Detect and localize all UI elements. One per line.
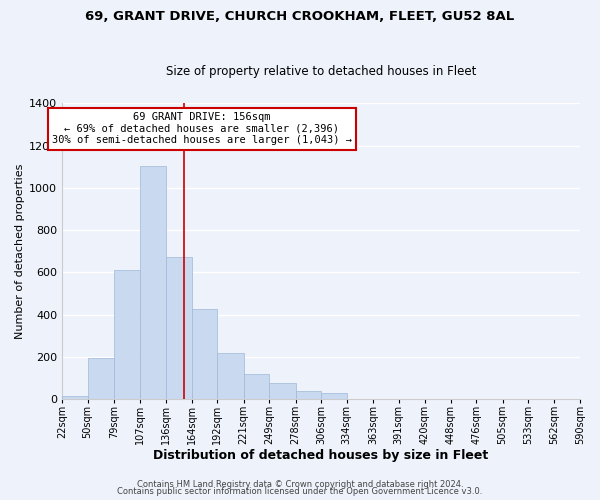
Bar bbox=[321, 393, 347, 399]
Text: 69, GRANT DRIVE, CHURCH CROOKHAM, FLEET, GU52 8AL: 69, GRANT DRIVE, CHURCH CROOKHAM, FLEET,… bbox=[85, 10, 515, 23]
Bar bbox=[191, 309, 217, 399]
Y-axis label: Number of detached properties: Number of detached properties bbox=[15, 164, 25, 339]
Text: Contains public sector information licensed under the Open Government Licence v3: Contains public sector information licen… bbox=[118, 487, 482, 496]
Bar bbox=[244, 374, 269, 399]
Bar bbox=[269, 383, 296, 399]
Bar bbox=[166, 258, 191, 399]
Bar bbox=[296, 391, 321, 399]
Bar bbox=[114, 270, 140, 399]
X-axis label: Distribution of detached houses by size in Fleet: Distribution of detached houses by size … bbox=[154, 450, 489, 462]
Bar bbox=[140, 166, 166, 399]
Title: Size of property relative to detached houses in Fleet: Size of property relative to detached ho… bbox=[166, 66, 476, 78]
Bar bbox=[88, 358, 114, 399]
Text: 69 GRANT DRIVE: 156sqm
← 69% of detached houses are smaller (2,396)
30% of semi-: 69 GRANT DRIVE: 156sqm ← 69% of detached… bbox=[52, 112, 352, 146]
Text: Contains HM Land Registry data © Crown copyright and database right 2024.: Contains HM Land Registry data © Crown c… bbox=[137, 480, 463, 489]
Bar bbox=[62, 396, 88, 399]
Bar bbox=[217, 352, 244, 399]
